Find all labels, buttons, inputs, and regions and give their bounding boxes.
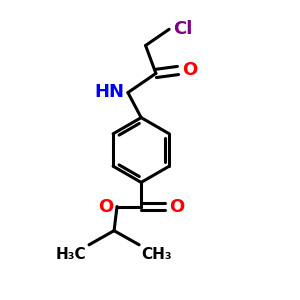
- Text: Cl: Cl: [173, 20, 192, 38]
- Text: H₃C: H₃C: [56, 247, 87, 262]
- Text: O: O: [182, 61, 197, 79]
- Text: O: O: [98, 197, 113, 215]
- Text: HN: HN: [94, 83, 124, 101]
- Text: O: O: [169, 197, 184, 215]
- Text: CH₃: CH₃: [142, 247, 172, 262]
